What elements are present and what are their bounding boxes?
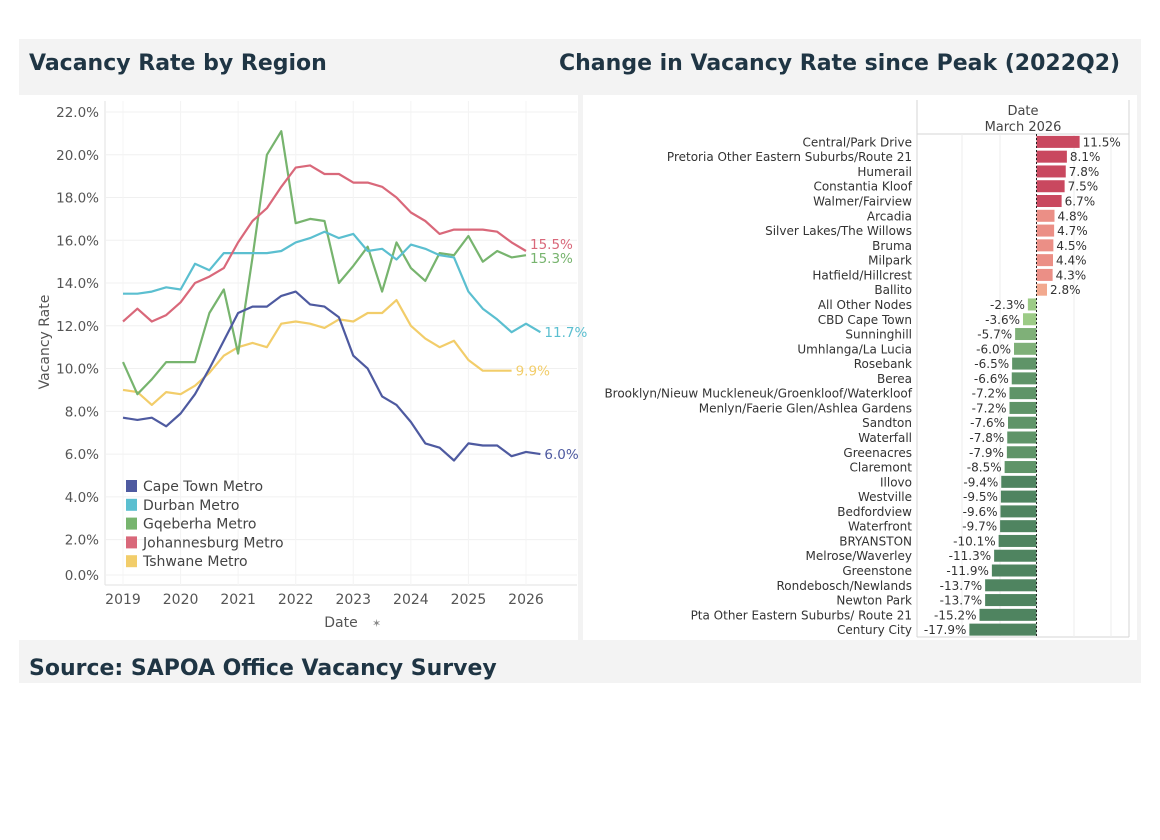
y-tick-label: 12.0% <box>56 319 99 335</box>
x-tick-label: 2021 <box>220 592 256 608</box>
series-line-durban-metro <box>123 230 541 334</box>
legend-label: Durban Metro <box>143 498 239 514</box>
series-end-label: 9.9% <box>516 364 550 380</box>
legend-swatch <box>126 555 137 568</box>
legend-swatch <box>126 536 137 549</box>
series-line-cape-town-metro <box>122 290 541 462</box>
x-tick-label: 2026 <box>508 592 544 608</box>
legend-swatch <box>126 498 137 511</box>
y-tick-label: 4.0% <box>65 490 99 506</box>
series-end-label: 6.0% <box>544 447 578 463</box>
legend-label: Cape Town Metro <box>143 479 263 495</box>
series-line-johannesburg-metro <box>122 164 527 323</box>
y-tick-label: 8.0% <box>65 404 99 420</box>
y-tick-label: 22.0% <box>56 105 99 121</box>
series-line-gqeberha-metro <box>121 130 527 396</box>
y-tick-label: 16.0% <box>56 233 99 249</box>
y-tick-label: 2.0% <box>65 533 99 549</box>
y-tick-label: 10.0% <box>56 362 99 378</box>
series-end-label: 11.7% <box>544 325 587 341</box>
x-tick-label: 2024 <box>393 592 429 608</box>
right-chart-title: Change in Vacancy Rate since Peak (2022Q… <box>559 51 1121 76</box>
line-chart-area <box>19 95 578 640</box>
legend-label: Johannesburg Metro <box>142 535 284 551</box>
source-note: Source: SAPOA Office Vacancy Survey <box>29 656 497 681</box>
x-tick-label: 2023 <box>335 592 371 608</box>
y-tick-label: 18.0% <box>56 191 99 207</box>
y-tick-label: 14.0% <box>56 276 99 292</box>
series-line-tshwane-metro <box>122 299 512 406</box>
pin-icon: ✶ <box>372 617 381 630</box>
series-end-label: 15.3% <box>530 251 573 267</box>
y-tick-label: 6.0% <box>65 447 99 463</box>
x-tick-label: 2020 <box>163 592 199 608</box>
left-chart-title: Vacancy Rate by Region <box>29 51 327 76</box>
x-axis-title: Date <box>324 615 357 631</box>
x-tick-label: 2025 <box>451 592 487 608</box>
y-axis-title: Vacancy Rate <box>37 295 53 390</box>
legend-label: Gqeberha Metro <box>143 517 256 533</box>
legend-label: Tshwane Metro <box>142 554 248 570</box>
legend-swatch <box>126 517 137 530</box>
series-end-label: 15.5% <box>530 237 573 253</box>
x-tick-label: 2019 <box>105 592 141 608</box>
y-tick-label: 20.0% <box>56 148 99 164</box>
legend-swatch <box>126 480 137 492</box>
x-tick-label: 2022 <box>278 592 314 608</box>
y-tick-label: 0.0% <box>65 568 99 584</box>
